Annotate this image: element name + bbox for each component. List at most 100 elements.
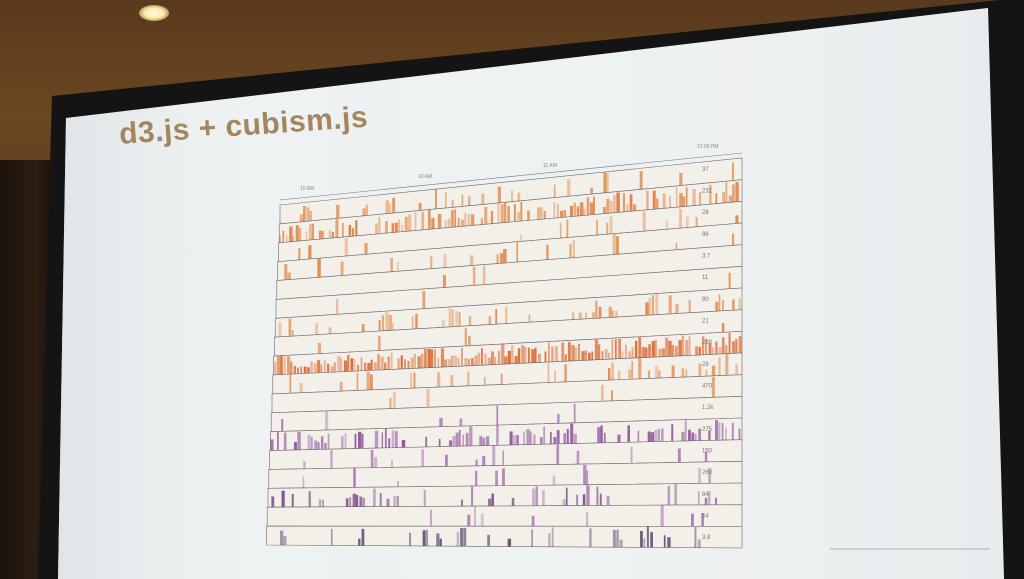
horizon-mark [276,356,281,375]
horizon-mark [393,495,396,507]
horizon-mark [351,228,354,237]
horizon-mark [491,351,495,365]
horizon-mark [425,436,428,447]
horizon-mark [305,230,308,241]
horizon-mark [443,254,447,268]
horizon-mark [688,299,691,313]
horizon-mark [634,340,638,359]
horizon-mark [467,214,470,226]
horizon-mark [327,433,330,450]
horizon-mark [569,243,572,258]
horizon-mark [651,432,655,442]
horizon-mark [439,538,442,547]
horizon-mark [613,195,616,213]
horizon-mark [472,266,476,286]
horizon-mark [484,353,487,366]
horizon-mark [457,358,460,367]
horizon-mark [308,224,313,241]
horizon-mark [285,234,288,243]
horizon-mark [663,535,666,548]
horizon-mark [279,235,281,243]
horizon-mark [542,490,545,506]
horizon-mark [348,224,352,237]
horizon-mark [628,351,632,359]
horizon-mark [503,248,507,264]
horizon-mark [732,233,735,246]
horizon-mark [732,162,734,181]
horizon-mark [731,341,736,354]
horizon-mark [370,450,374,468]
horizon-mark [344,433,347,449]
horizon-mark [342,223,344,238]
horizon-track: 54 [266,504,743,527]
horizon-mark [556,204,559,218]
horizon-mark [474,506,476,527]
horizon-mark [552,475,556,486]
horizon-mark [681,335,684,356]
horizon-mark [705,369,708,377]
horizon-mark [495,309,498,325]
ceiling-light [139,5,169,21]
horizon-mark [377,354,380,371]
horizon-mark [571,344,575,362]
horizon-mark [350,358,354,372]
horizon-mark [374,430,379,449]
horizon-mark [451,309,454,327]
horizon-mark [642,211,646,232]
horizon-mark [375,223,378,235]
horizon-mark [616,529,619,548]
horizon-mark [318,499,322,507]
horizon-mark [313,363,317,374]
horizon-mark [332,231,334,239]
horizon-mark [455,432,459,447]
horizon-mark [379,493,382,507]
horizon-mark [467,358,471,366]
horizon-mark [499,253,504,264]
horizon-mark [347,354,350,372]
horizon-mark [697,491,700,505]
horizon-mark [322,499,325,507]
horizon-mark [584,350,588,361]
horizon-mark [586,485,590,506]
horizon-mark [694,434,697,441]
horizon-mark [708,491,711,505]
horizon-mark [611,339,614,360]
track-value-label: 54 [702,514,709,520]
horizon-mark [590,187,593,195]
horizon-mark [708,430,711,441]
horizon-mark [505,307,508,324]
horizon-mark [455,311,458,327]
horizon-mark [658,370,661,379]
horizon-mark [629,194,633,212]
horizon-mark [655,294,659,315]
horizon-mark [475,459,478,466]
horizon-mark [401,440,406,448]
horizon-mark [290,361,293,375]
horizon-mark [695,346,698,356]
horizon-mark [277,432,279,451]
horizon-mark [643,538,646,548]
horizon-mark [467,514,471,527]
horizon-mark [273,361,277,375]
horizon-mark [328,327,332,335]
horizon-mark [381,315,384,331]
horizon-mark [397,358,400,370]
horizon-mark [312,223,314,240]
horizon-track: 37 [279,157,743,225]
horizon-mark [551,346,554,362]
screen-reflection-line [830,548,990,550]
horizon-mark [377,335,381,351]
horizon-mark [299,383,303,393]
horizon-mark [517,211,521,222]
horizon-mark [345,498,349,507]
horizon-mark [725,345,728,354]
horizon-mark [496,405,499,426]
horizon-mark [516,434,519,445]
horizon-mark [583,209,586,216]
horizon-mark [617,434,621,443]
horizon-mark [310,361,313,374]
horizon-mark [397,262,399,272]
horizon-mark [513,204,516,222]
horizon-mark [447,359,451,367]
horizon-mark [514,356,518,364]
